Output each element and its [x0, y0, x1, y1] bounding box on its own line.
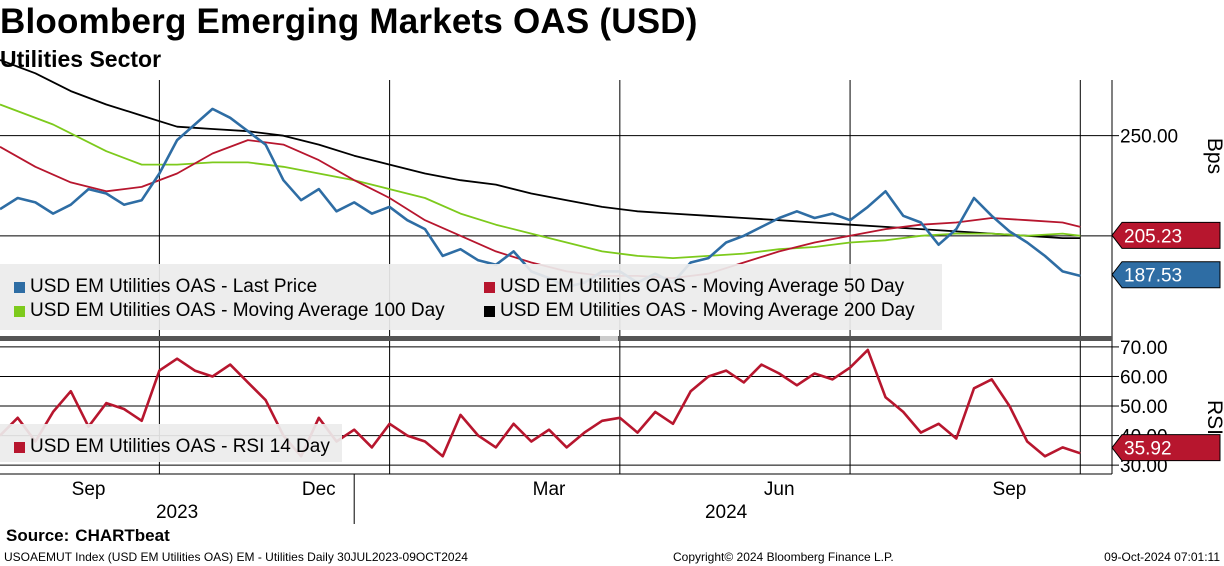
legend-swatch [484, 305, 495, 317]
footer-timestamp: 09-Oct-2024 07:01:11 [1104, 550, 1220, 564]
legend-swatch [14, 441, 25, 453]
series-line-rsi [0, 348, 1081, 458]
panel-divider-grip [600, 336, 618, 341]
last-value-tag-rsi: 35.92 [1111, 434, 1221, 462]
x-tick-label-year: 2024 [705, 502, 748, 523]
legend-swatch [484, 281, 495, 293]
source-line: Source: CHARTbeat [6, 526, 170, 546]
legend-label: USD EM Utilities OAS - Moving Average 50… [500, 276, 905, 297]
last-value-tag-box [1111, 434, 1221, 462]
footer-copyright: Copyright© 2024 Bloomberg Finance L.P. [673, 550, 894, 564]
footer-index-description: USOAEMUT Index (USD EM Utilities OAS) EM… [4, 550, 468, 564]
last-value-tag-box [1111, 221, 1221, 249]
x-tick-label-month: Sep [72, 479, 106, 500]
y-tick-label: 30.00 [1120, 456, 1168, 477]
y-tick-label: 250.00 [1120, 127, 1178, 148]
legend-label: USD EM Utilities OAS - Last Price [30, 276, 318, 297]
series-line-ma200 [0, 59, 1081, 240]
source-value: CHARTbeat [75, 526, 170, 545]
x-tick-label-year: 2023 [156, 502, 198, 523]
legend-swatch [14, 281, 25, 293]
legend-label: USD EM Utilities OAS - Moving Average 20… [500, 300, 915, 321]
x-tick-label-month: Dec [302, 479, 336, 500]
legend-label: USD EM Utilities OAS - RSI 14 Day [30, 436, 330, 457]
legend-item-rsi: USD EM Utilities OAS - RSI 14 Day [14, 436, 330, 458]
rsi-legend: USD EM Utilities OAS - RSI 14 Day [0, 424, 342, 462]
y-axis-label: Bps [1203, 138, 1224, 174]
legend-item-last-price: USD EM Utilities OAS - Last Price [14, 276, 317, 298]
last-value-tag-text: 187.53 [1124, 266, 1182, 287]
last-value-tag-last: 187.53 [1111, 261, 1221, 289]
price-legend: USD EM Utilities OAS - Last Price USD EM… [0, 264, 942, 330]
y-tick-label: 60.00 [1120, 367, 1168, 388]
y-axis-label: RSI [1203, 400, 1224, 435]
chart-title: Bloomberg Emerging Markets OAS (USD) [0, 2, 698, 41]
last-value-tag-text: 35.92 [1124, 439, 1172, 460]
x-tick-label-month: Sep [993, 479, 1027, 500]
source-label: Source: [6, 526, 70, 545]
y-tick-label: 70.00 [1120, 338, 1168, 359]
legend-item-ma200: USD EM Utilities OAS - Moving Average 20… [484, 300, 915, 322]
legend-swatch [14, 305, 25, 317]
legend-label: USD EM Utilities OAS - Moving Average 10… [30, 300, 445, 321]
legend-item-ma50: USD EM Utilities OAS - Moving Average 50… [484, 276, 904, 298]
series-line-ma50 [0, 139, 1081, 280]
x-tick-label-month: Mar [533, 479, 566, 500]
panel-divider [0, 336, 1112, 341]
legend-item-ma100: USD EM Utilities OAS - Moving Average 10… [14, 300, 445, 322]
last-value-tag-box [1111, 261, 1221, 289]
last-value-tag-ma50: 205.23 [1111, 221, 1221, 249]
series-line-ma100 [0, 103, 1081, 260]
y-tick-label: 50.00 [1120, 397, 1168, 418]
x-tick-label-month: Jun [764, 479, 795, 500]
chart-subtitle: Utilities Sector [0, 46, 162, 72]
last-value-tag-text: 205.23 [1124, 226, 1182, 247]
